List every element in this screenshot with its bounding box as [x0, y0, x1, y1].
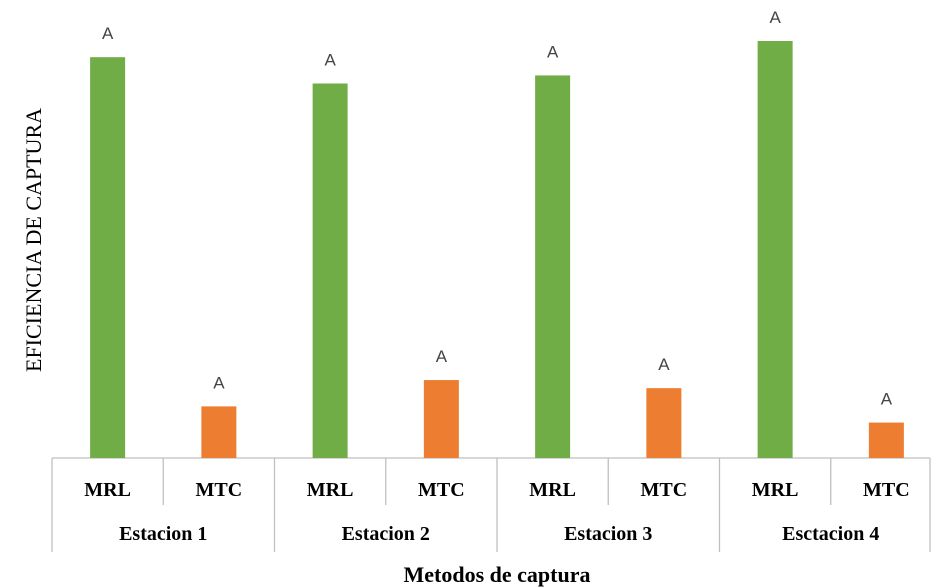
category-labels-group: MRL MTC MRL MTC MRL MTC MRL MTC [84, 479, 909, 501]
bar-mtc-1 [201, 406, 237, 458]
y-axis-label: EFICIENCIA DE CAPTURA [21, 108, 46, 372]
data-label: A [547, 42, 559, 61]
group-label: Estacion 2 [342, 523, 430, 545]
bar-mrl-2 [312, 83, 348, 459]
data-label: A [658, 355, 670, 374]
data-label: A [436, 347, 448, 366]
data-label: A [213, 373, 225, 392]
category-label: MTC [863, 479, 910, 501]
category-label: MTC [418, 479, 465, 501]
group-label: Estacion 3 [564, 523, 652, 545]
group-label: Esctacion 4 [782, 523, 879, 545]
category-label: MRL [529, 479, 576, 501]
data-label: A [102, 24, 114, 43]
data-labels-group: A A A A A A A A [102, 8, 893, 409]
bars-group [90, 41, 904, 459]
group-label: Estacion 1 [119, 523, 207, 545]
category-label: MRL [752, 479, 799, 501]
data-label: A [769, 8, 781, 27]
bar-mrl-1 [90, 57, 126, 458]
bar-mrl-4 [757, 41, 793, 458]
x-axis-label: Metodos de captura [404, 562, 591, 587]
group-labels-group: Estacion 1 Estacion 2 Estacion 3 Esctacion … [119, 523, 879, 545]
data-label: A [324, 51, 336, 70]
bar-mrl-3 [535, 75, 571, 458]
bar-mtc-3 [646, 388, 682, 458]
category-label: MTC [641, 479, 688, 501]
category-label: MTC [196, 479, 243, 501]
data-label: A [881, 390, 893, 409]
category-label: MRL [307, 479, 354, 501]
category-label: MRL [84, 479, 131, 501]
bar-mtc-2 [423, 380, 459, 458]
bar-mtc-4 [868, 422, 904, 458]
